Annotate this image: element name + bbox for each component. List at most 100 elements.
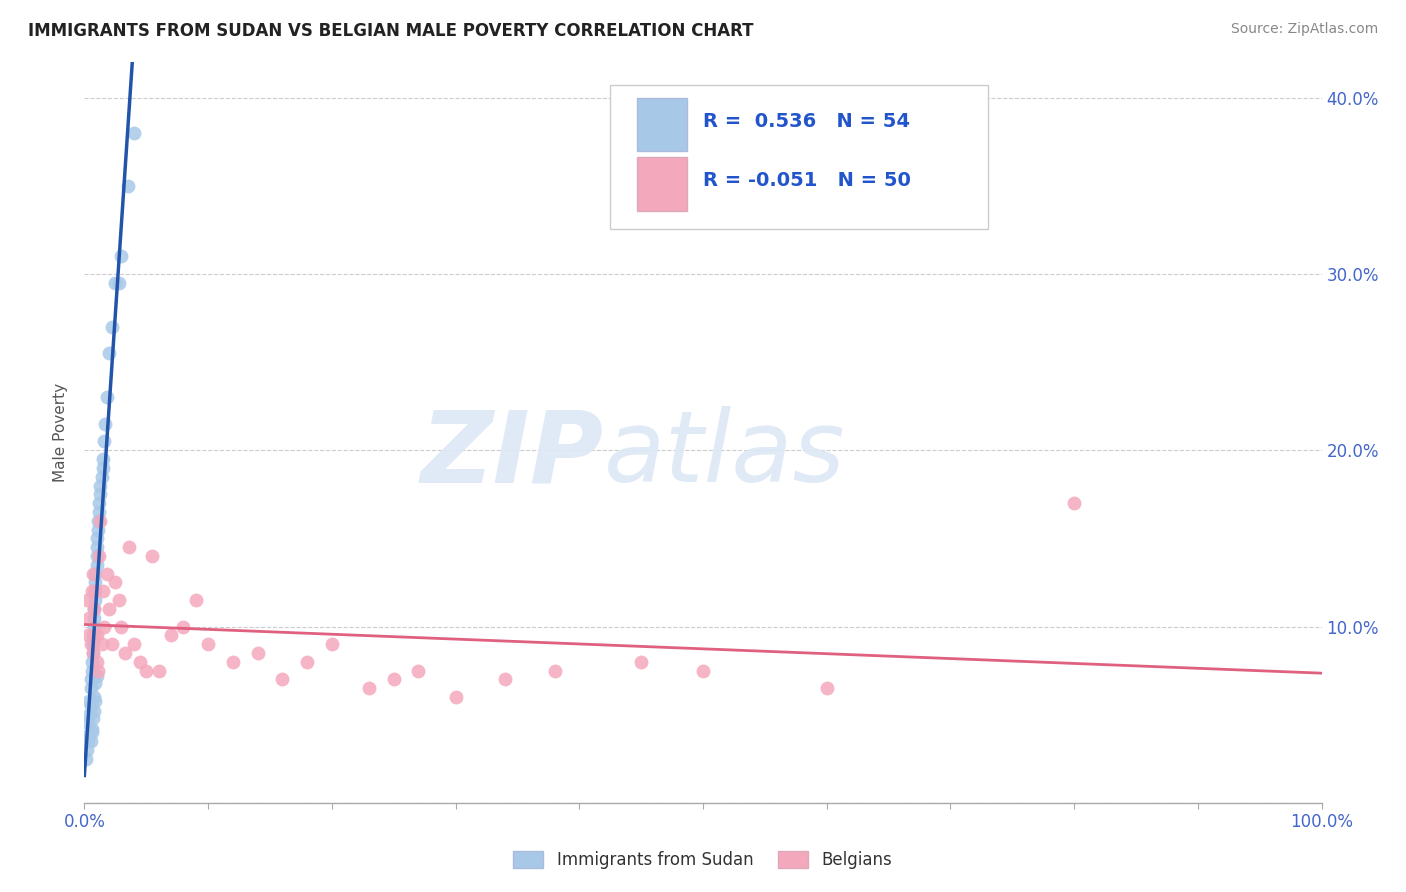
Point: [77, 628, 100, 642]
Point: [77, 734, 100, 748]
Point: [93, 434, 115, 449]
FancyBboxPatch shape: [637, 157, 688, 211]
Point: [86, 532, 108, 546]
Point: [86, 655, 108, 669]
Point: [172, 619, 194, 633]
Point: [160, 628, 183, 642]
Point: [110, 619, 132, 633]
Text: IMMIGRANTS FROM SUDAN VS BELGIAN MALE POVERTY CORRELATION CHART: IMMIGRANTS FROM SUDAN VS BELGIAN MALE PO…: [28, 22, 754, 40]
Point: [357, 681, 380, 696]
Point: [104, 575, 127, 590]
Point: [87, 664, 110, 678]
Point: [494, 673, 516, 687]
Point: [89, 505, 111, 519]
Point: [96, 566, 118, 581]
Point: [83, 610, 105, 624]
Point: [86, 540, 108, 554]
Point: [79, 681, 101, 696]
Point: [84, 575, 107, 590]
Point: [91, 461, 114, 475]
Point: [76, 729, 98, 743]
Point: [79, 698, 101, 713]
Point: [129, 655, 152, 669]
Point: [82, 711, 104, 725]
Point: [100, 637, 122, 651]
Point: [84, 584, 107, 599]
Point: [89, 478, 111, 492]
Point: [79, 637, 101, 651]
Point: [82, 628, 104, 642]
Point: [76, 593, 98, 607]
Point: [84, 676, 107, 690]
Point: [543, 664, 565, 678]
Point: [148, 664, 170, 678]
Point: [79, 610, 101, 624]
Point: [84, 693, 107, 707]
Point: [80, 722, 103, 736]
Point: [89, 496, 111, 510]
Point: [80, 664, 103, 678]
Point: [135, 664, 157, 678]
Point: [122, 637, 145, 651]
Point: [80, 655, 103, 669]
Point: [83, 704, 105, 718]
Point: [108, 593, 131, 607]
Point: [630, 655, 652, 669]
Point: [82, 566, 104, 581]
Point: [79, 673, 101, 687]
Point: [117, 178, 139, 193]
Point: [1063, 496, 1085, 510]
Point: [75, 752, 97, 766]
Text: ZIP: ZIP: [420, 407, 605, 503]
Point: [87, 514, 110, 528]
Point: [444, 690, 467, 704]
Point: [382, 673, 405, 687]
Point: [271, 673, 294, 687]
FancyBboxPatch shape: [637, 98, 688, 152]
Point: [98, 602, 121, 616]
Point: [83, 602, 105, 616]
Point: [815, 681, 838, 696]
Point: [93, 619, 115, 633]
Point: [90, 469, 112, 483]
Point: [83, 628, 105, 642]
Text: R = -0.051   N = 50: R = -0.051 N = 50: [703, 171, 911, 190]
Point: [80, 725, 103, 739]
Legend: Immigrants from Sudan, Belgians: Immigrants from Sudan, Belgians: [506, 845, 900, 876]
Point: [100, 319, 122, 334]
Point: [295, 655, 318, 669]
Y-axis label: Male Poverty: Male Poverty: [53, 383, 69, 483]
Point: [86, 669, 108, 683]
Point: [141, 549, 163, 563]
Point: [197, 637, 219, 651]
FancyBboxPatch shape: [610, 85, 987, 229]
Point: [98, 346, 121, 360]
Point: [90, 637, 112, 651]
Point: [79, 693, 101, 707]
Point: [83, 602, 105, 616]
Point: [96, 390, 118, 404]
Point: [692, 664, 714, 678]
Point: [108, 276, 131, 290]
Point: [84, 566, 107, 581]
Point: [104, 276, 127, 290]
Point: [79, 734, 101, 748]
Point: [86, 558, 108, 572]
Text: R =  0.536   N = 54: R = 0.536 N = 54: [703, 112, 910, 131]
Point: [84, 593, 107, 607]
Point: [84, 584, 107, 599]
Point: [91, 584, 114, 599]
Point: [80, 584, 103, 599]
Point: [114, 646, 136, 660]
Point: [89, 487, 111, 501]
Text: atlas: atlas: [605, 407, 845, 503]
Point: [87, 523, 110, 537]
Point: [118, 540, 141, 554]
Point: [122, 126, 145, 140]
Point: [94, 417, 117, 431]
Point: [86, 628, 108, 642]
Point: [222, 655, 245, 669]
Point: [321, 637, 343, 651]
Point: [76, 743, 98, 757]
Point: [86, 549, 108, 563]
